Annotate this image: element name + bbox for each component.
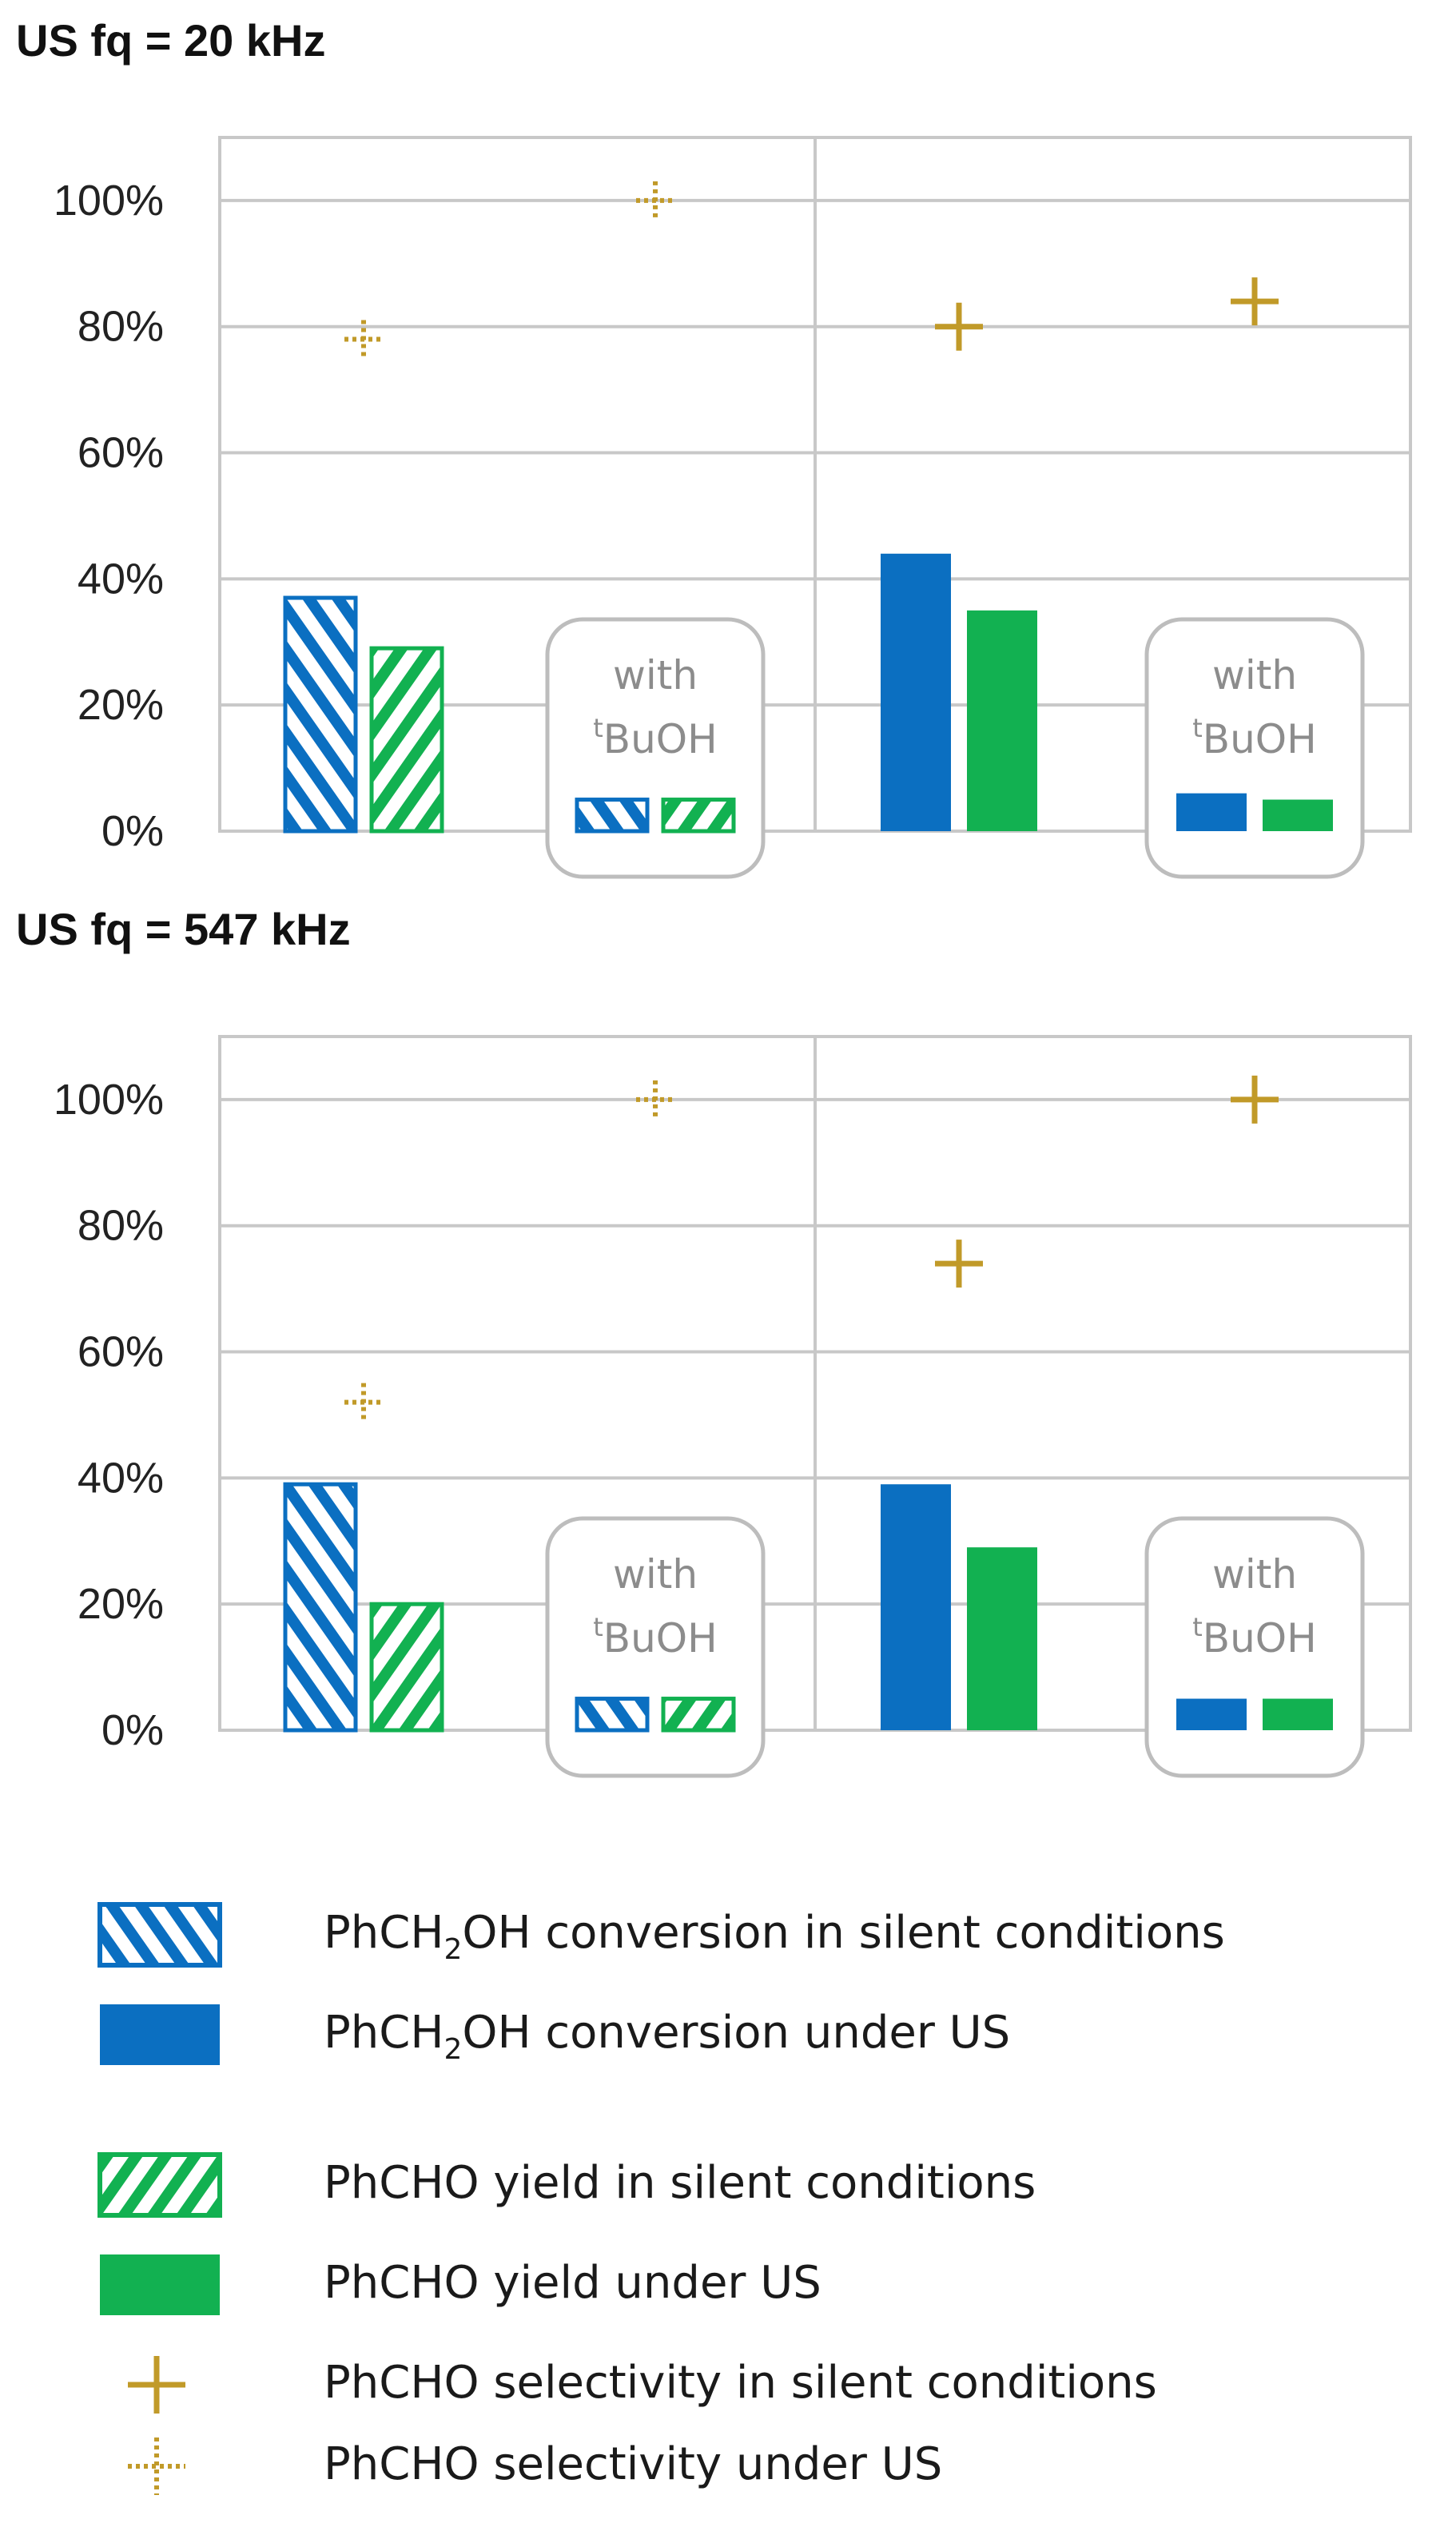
y-tick-label: 20% xyxy=(78,681,164,729)
legend-swatch xyxy=(100,2004,220,2065)
legend-item-conv_us: PhCH2OH conversion under US xyxy=(100,2004,1010,2066)
legend-label: PhCHO selectivity in silent conditions xyxy=(324,2357,1157,2409)
y-tick-label: 40% xyxy=(78,555,164,603)
reagent-superscript: t xyxy=(593,713,603,743)
y-tick-label: 100% xyxy=(54,177,164,225)
legend-label: PhCHO selectivity under US xyxy=(324,2438,942,2490)
reagent-name: BuOH xyxy=(603,1615,718,1661)
y-tick-label: 40% xyxy=(78,1454,164,1502)
y-tick-label: 0% xyxy=(101,1706,164,1754)
legend-item-yield_us: PhCHO yield under US xyxy=(100,2254,821,2315)
selectivity-point xyxy=(636,181,674,220)
legend-item-sel_us: PhCHO selectivity under US xyxy=(128,2437,942,2495)
legend-item-conv_silent: PhCH2OH conversion in silent conditions xyxy=(97,1902,1225,1968)
bubble-with-label: with xyxy=(613,1551,698,1598)
legend-label: PhCH2OH conversion under US xyxy=(324,2007,1010,2066)
reagent-name: BuOH xyxy=(1203,1615,1317,1661)
selectivity-point xyxy=(935,302,983,351)
y-tick-label: 80% xyxy=(78,303,164,351)
chart-panel-0: US fq = 20 kHz0%20%40%60%80%100%withtBuO… xyxy=(16,15,1412,879)
bar-yield xyxy=(661,1697,736,1733)
bubble-with-label: with xyxy=(1212,1551,1297,1598)
bar-yield xyxy=(1263,1698,1333,1730)
y-tick-label: 60% xyxy=(78,1328,164,1376)
bar-conversion xyxy=(1176,1698,1247,1730)
selectivity-point xyxy=(935,1240,983,1288)
legend-item-sel_silent: PhCHO selectivity in silent conditions xyxy=(128,2356,1157,2414)
bar-yield xyxy=(967,1547,1037,1730)
legend-label: PhCHO yield under US xyxy=(324,2257,821,2309)
legend-swatch xyxy=(97,1902,222,1968)
bar-conversion xyxy=(1176,793,1247,831)
bar-yield xyxy=(369,1602,444,1733)
legend-label: PhCHO yield in silent conditions xyxy=(324,2157,1036,2209)
legend-swatch xyxy=(100,2254,220,2315)
selectivity-point xyxy=(1231,1075,1279,1124)
chart-panel-1: US fq = 547 kHz0%20%40%60%80%100%withtBu… xyxy=(16,904,1412,1778)
reagent-superscript: t xyxy=(1192,1612,1203,1642)
legend-marker xyxy=(128,2437,185,2495)
bar-yield xyxy=(369,646,444,834)
bar-yield xyxy=(661,798,736,834)
legend-marker xyxy=(128,2356,185,2414)
y-tick-label: 0% xyxy=(101,807,164,855)
bar-conversion xyxy=(575,798,650,834)
selectivity-point xyxy=(344,320,383,359)
y-tick-label: 100% xyxy=(54,1076,164,1124)
selectivity-point xyxy=(1231,277,1279,326)
bar-yield xyxy=(967,610,1037,831)
reagent-name: BuOH xyxy=(1203,716,1317,762)
bubble-with-label: with xyxy=(613,652,698,698)
bubble-reagent-label: tBuOH xyxy=(593,1612,718,1661)
bar-yield xyxy=(1263,799,1333,831)
bar-conversion xyxy=(283,1482,358,1733)
legend-label: PhCH2OH conversion in silent conditions xyxy=(324,1907,1225,1966)
legend-swatch xyxy=(97,2152,222,2218)
y-tick-label: 20% xyxy=(78,1580,164,1628)
y-tick-label: 80% xyxy=(78,1202,164,1250)
reagent-name: BuOH xyxy=(603,716,718,762)
panels: US fq = 20 kHz0%20%40%60%80%100%withtBuO… xyxy=(16,15,1412,1778)
bubble-reagent-label: tBuOH xyxy=(593,713,718,762)
bar-conversion xyxy=(575,1697,650,1733)
bar-conversion xyxy=(881,553,951,831)
y-tick-label: 60% xyxy=(78,429,164,477)
legend-item-yield_silent: PhCHO yield in silent conditions xyxy=(97,2152,1036,2218)
bubble-reagent-label: tBuOH xyxy=(1192,1612,1317,1661)
bubble-with-label: with xyxy=(1212,652,1297,698)
reagent-superscript: t xyxy=(1192,713,1203,743)
selectivity-point xyxy=(344,1383,383,1422)
selectivity-point xyxy=(636,1080,674,1119)
bar-conversion xyxy=(283,595,358,834)
bubble-reagent-label: tBuOH xyxy=(1192,713,1317,762)
chart-title: US fq = 20 kHz xyxy=(16,15,325,66)
legend: PhCH2OH conversion in silent conditions P… xyxy=(97,1902,1225,2495)
bar-conversion xyxy=(881,1484,951,1730)
chart-title: US fq = 547 kHz xyxy=(16,904,351,954)
reagent-superscript: t xyxy=(593,1612,603,1642)
